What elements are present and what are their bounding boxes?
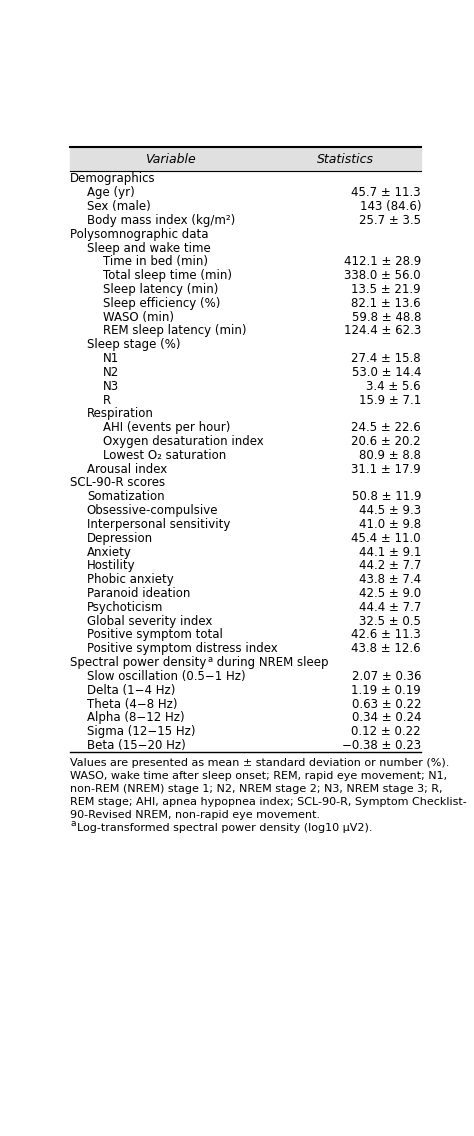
Text: N2: N2: [103, 366, 119, 379]
Text: 24.5 ± 22.6: 24.5 ± 22.6: [351, 421, 421, 434]
Text: non-REM (NREM) stage 1; N2, NREM stage 2; N3, NREM stage 3; R,: non-REM (NREM) stage 1; N2, NREM stage 2…: [70, 784, 443, 794]
Text: 44.4 ± 7.7: 44.4 ± 7.7: [359, 601, 421, 613]
Text: Depression: Depression: [87, 532, 153, 545]
Text: REM sleep latency (min): REM sleep latency (min): [103, 325, 247, 337]
Text: −0.38 ± 0.23: −0.38 ± 0.23: [342, 740, 421, 752]
Text: 45.4 ± 11.0: 45.4 ± 11.0: [351, 532, 421, 545]
Text: 13.5 ± 21.9: 13.5 ± 21.9: [351, 283, 421, 296]
Text: 50.8 ± 11.9: 50.8 ± 11.9: [352, 491, 421, 503]
Text: Beta (15−20 Hz): Beta (15−20 Hz): [87, 740, 185, 752]
Text: 42.5 ± 9.0: 42.5 ± 9.0: [359, 587, 421, 600]
Text: 44.1 ± 9.1: 44.1 ± 9.1: [359, 545, 421, 559]
Text: 338.0 ± 56.0: 338.0 ± 56.0: [345, 269, 421, 282]
Text: 42.6 ± 11.3: 42.6 ± 11.3: [351, 628, 421, 642]
Text: 1.19 ± 0.19: 1.19 ± 0.19: [351, 684, 421, 696]
Text: 59.8 ± 48.8: 59.8 ± 48.8: [352, 310, 421, 324]
Text: 43.8 ± 7.4: 43.8 ± 7.4: [359, 574, 421, 586]
Text: 3.4 ± 5.6: 3.4 ± 5.6: [366, 379, 421, 393]
Text: AHI (events per hour): AHI (events per hour): [103, 421, 231, 434]
Text: Polysomnographic data: Polysomnographic data: [70, 227, 209, 241]
Text: Lowest O₂ saturation: Lowest O₂ saturation: [103, 449, 227, 462]
Text: WASO (min): WASO (min): [103, 310, 174, 324]
Text: REM stage; AHI, apnea hypopnea index; SCL-90-R, Symptom Checklist-: REM stage; AHI, apnea hypopnea index; SC…: [70, 797, 467, 807]
Text: Sleep efficiency (%): Sleep efficiency (%): [103, 296, 221, 310]
Text: 31.1 ± 17.9: 31.1 ± 17.9: [351, 462, 421, 476]
Text: Spectral power density: Spectral power density: [70, 657, 207, 669]
Text: 45.7 ± 11.3: 45.7 ± 11.3: [351, 186, 421, 199]
Text: Respiration: Respiration: [87, 408, 154, 420]
Text: 0.34 ± 0.24: 0.34 ± 0.24: [352, 711, 421, 725]
Text: 412.1 ± 28.9: 412.1 ± 28.9: [344, 256, 421, 268]
Text: Total sleep time (min): Total sleep time (min): [103, 269, 232, 282]
Text: 25.7 ± 3.5: 25.7 ± 3.5: [359, 214, 421, 227]
Text: 0.63 ± 0.22: 0.63 ± 0.22: [352, 698, 421, 711]
Text: Phobic anxiety: Phobic anxiety: [87, 574, 173, 586]
Text: Values are presented as mean ± standard deviation or number (%).: Values are presented as mean ± standard …: [70, 758, 450, 768]
Text: Oxygen desaturation index: Oxygen desaturation index: [103, 435, 264, 448]
Text: Somatization: Somatization: [87, 491, 164, 503]
Text: Statistics: Statistics: [317, 152, 374, 166]
Bar: [70, 147, 421, 172]
Text: Global severity index: Global severity index: [87, 615, 212, 628]
Text: 32.5 ± 0.5: 32.5 ± 0.5: [359, 615, 421, 628]
Text: Log-transformed spectral power density (log10 μV2).: Log-transformed spectral power density (…: [77, 822, 373, 833]
Text: Sleep stage (%): Sleep stage (%): [87, 339, 180, 351]
Text: N1: N1: [103, 352, 119, 365]
Text: during NREM sleep: during NREM sleep: [213, 657, 329, 669]
Text: 82.1 ± 13.6: 82.1 ± 13.6: [351, 296, 421, 310]
Text: 0.12 ± 0.22: 0.12 ± 0.22: [351, 725, 421, 738]
Text: Demographics: Demographics: [70, 173, 156, 185]
Text: Paranoid ideation: Paranoid ideation: [87, 587, 190, 600]
Text: 44.5 ± 9.3: 44.5 ± 9.3: [359, 504, 421, 517]
Text: Sex (male): Sex (male): [87, 200, 151, 214]
Text: N3: N3: [103, 379, 119, 393]
Text: SCL-90-R scores: SCL-90-R scores: [70, 476, 165, 490]
Text: a: a: [70, 819, 76, 828]
Text: Positive symptom distress index: Positive symptom distress index: [87, 642, 278, 655]
Text: 90-Revised NREM, non-rapid eye movement.: 90-Revised NREM, non-rapid eye movement.: [70, 810, 320, 820]
Text: 124.4 ± 62.3: 124.4 ± 62.3: [344, 325, 421, 337]
Text: Variable: Variable: [145, 152, 196, 166]
Text: Time in bed (min): Time in bed (min): [103, 256, 209, 268]
Text: Arousal index: Arousal index: [87, 462, 167, 476]
Text: 20.6 ± 20.2: 20.6 ± 20.2: [351, 435, 421, 448]
Text: Sleep latency (min): Sleep latency (min): [103, 283, 219, 296]
Text: 41.0 ± 9.8: 41.0 ± 9.8: [359, 518, 421, 531]
Text: Age (yr): Age (yr): [87, 186, 135, 199]
Text: Interpersonal sensitivity: Interpersonal sensitivity: [87, 518, 230, 531]
Text: Delta (1−4 Hz): Delta (1−4 Hz): [87, 684, 175, 696]
Text: 44.2 ± 7.7: 44.2 ± 7.7: [359, 559, 421, 573]
Text: Psychoticism: Psychoticism: [87, 601, 163, 613]
Text: 80.9 ± 8.8: 80.9 ± 8.8: [359, 449, 421, 462]
Text: Sigma (12−15 Hz): Sigma (12−15 Hz): [87, 725, 195, 738]
Text: 15.9 ± 7.1: 15.9 ± 7.1: [359, 393, 421, 407]
Text: Anxiety: Anxiety: [87, 545, 132, 559]
Text: Alpha (8−12 Hz): Alpha (8−12 Hz): [87, 711, 184, 725]
Text: 53.0 ± 14.4: 53.0 ± 14.4: [352, 366, 421, 379]
Text: Body mass index (kg/m²): Body mass index (kg/m²): [87, 214, 235, 227]
Text: Sleep and wake time: Sleep and wake time: [87, 242, 210, 254]
Text: R: R: [103, 393, 111, 407]
Text: a: a: [208, 654, 212, 663]
Text: Theta (4−8 Hz): Theta (4−8 Hz): [87, 698, 177, 711]
Text: Positive symptom total: Positive symptom total: [87, 628, 223, 642]
Text: Slow oscillation (0.5−1 Hz): Slow oscillation (0.5−1 Hz): [87, 670, 246, 683]
Text: 43.8 ± 12.6: 43.8 ± 12.6: [351, 642, 421, 655]
Text: WASO, wake time after sleep onset; REM, rapid eye movement; N1,: WASO, wake time after sleep onset; REM, …: [70, 771, 447, 782]
Text: 143 (84.6): 143 (84.6): [360, 200, 421, 214]
Text: Obsessive-compulsive: Obsessive-compulsive: [87, 504, 219, 517]
Text: 2.07 ± 0.36: 2.07 ± 0.36: [352, 670, 421, 683]
Text: 27.4 ± 15.8: 27.4 ± 15.8: [351, 352, 421, 365]
Text: Hostility: Hostility: [87, 559, 136, 573]
